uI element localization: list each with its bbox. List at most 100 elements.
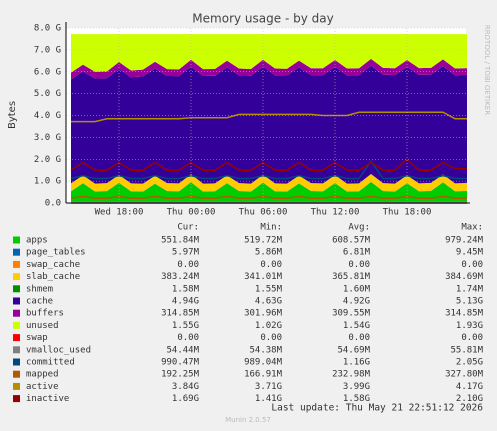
y-tick-label: 4.0 G bbox=[34, 111, 61, 121]
legend-stat: 989.04M bbox=[244, 358, 283, 368]
legend-stat: 1.58G bbox=[343, 394, 370, 404]
legend-stat: 4.94G bbox=[172, 297, 199, 307]
legend-label: swap_cache bbox=[26, 260, 80, 270]
area bbox=[71, 173, 467, 192]
legend-stat: 301.96M bbox=[244, 309, 283, 319]
legend-label: vmalloc_used bbox=[26, 345, 91, 355]
legend-stat: 314.85M bbox=[445, 309, 484, 319]
line bbox=[70, 195, 467, 199]
legend-stat: 0.00 bbox=[260, 333, 282, 343]
area bbox=[71, 34, 467, 73]
legend-stat: 1.16G bbox=[343, 358, 370, 368]
line bbox=[70, 160, 467, 180]
legend-stat: 5.97M bbox=[172, 248, 200, 258]
legend-swatch bbox=[13, 395, 20, 403]
last-update: Last update: Thu May 21 22:51:12 2026 bbox=[271, 403, 483, 414]
side-label: RRDTOOL / TOBI OETIKER bbox=[483, 25, 491, 115]
legend-stat: 608.57M bbox=[332, 236, 371, 246]
legend-swatch bbox=[13, 382, 20, 390]
legend-stat: 1.60M bbox=[343, 284, 371, 294]
legend-stat: 1.55G bbox=[172, 321, 199, 331]
legend-stat: 3.99G bbox=[343, 382, 370, 392]
legend-stat: 4.17G bbox=[456, 382, 483, 392]
legend-header: Min: bbox=[260, 223, 282, 233]
line bbox=[71, 111, 467, 123]
legend-stat: 54.38M bbox=[249, 345, 282, 355]
area bbox=[71, 181, 467, 192]
legend-header: Avg: bbox=[348, 223, 370, 233]
x-tick-label: Thu 18:00 bbox=[383, 208, 432, 218]
legend-swatch bbox=[13, 273, 20, 281]
area bbox=[71, 65, 467, 184]
legend-stat: 519.72M bbox=[244, 236, 283, 246]
legend-header: Max: bbox=[461, 223, 483, 233]
legend-stat: 314.85M bbox=[161, 309, 200, 319]
legend-stat: 1.58M bbox=[172, 284, 200, 294]
legend-stat: 1.02G bbox=[255, 321, 282, 331]
legend-stat: 3.71G bbox=[255, 382, 282, 392]
legend-swatch bbox=[13, 248, 20, 256]
legend-swatch bbox=[13, 346, 20, 354]
y-tick-label: 7.0 G bbox=[34, 45, 61, 55]
legend-stat: 0.00 bbox=[177, 260, 199, 270]
legend-stat: 384.69M bbox=[445, 272, 484, 282]
legend-stat: 341.01M bbox=[244, 272, 283, 282]
legend-stat: 192.25M bbox=[161, 370, 200, 380]
legend-stat: 1.93G bbox=[456, 321, 483, 331]
legend-stat: 3.84G bbox=[172, 382, 199, 392]
legend-stat: 551.84M bbox=[161, 236, 200, 246]
legend-label: shmem bbox=[26, 284, 53, 294]
legend-stat: 55.81M bbox=[450, 345, 483, 355]
y-tick-label: 3.0 G bbox=[34, 133, 61, 143]
x-tick-label: Thu 06:00 bbox=[239, 208, 288, 218]
legend-stat: 979.24M bbox=[445, 236, 484, 246]
legend-label: cache bbox=[26, 297, 53, 307]
legend-swatch bbox=[13, 236, 20, 244]
legend-stat: 54.69M bbox=[337, 345, 370, 355]
legend-label: mapped bbox=[26, 370, 59, 380]
y-axis-label: Bytes bbox=[7, 101, 18, 129]
legend-label: slab_cache bbox=[26, 272, 80, 282]
chart-title: Memory usage - by day bbox=[192, 12, 333, 26]
legend-stat: 9.45M bbox=[456, 248, 484, 258]
legend-label: swap bbox=[26, 333, 48, 343]
legend-stat: 0.00 bbox=[461, 333, 483, 343]
legend-stat: 0.00 bbox=[461, 260, 483, 270]
legend-swatch bbox=[13, 285, 20, 293]
y-tick-label: 5.0 G bbox=[34, 89, 61, 99]
legend-swatch bbox=[13, 297, 20, 305]
legend-stat: 383.24M bbox=[161, 272, 200, 282]
y-tick-label: 2.0 G bbox=[34, 155, 61, 165]
legend-label: unused bbox=[26, 321, 59, 331]
legend-stat: 1.55M bbox=[255, 284, 283, 294]
legend-header: Cur: bbox=[177, 223, 199, 233]
y-tick-label: 1.0 G bbox=[34, 177, 61, 187]
legend-stat: 1.69G bbox=[172, 394, 199, 404]
x-tick-label: Thu 00:00 bbox=[167, 208, 216, 218]
legend-swatch bbox=[13, 321, 20, 329]
legend-stat: 0.00 bbox=[177, 333, 199, 343]
legend-stat: 327.80M bbox=[445, 370, 484, 380]
legend-swatch bbox=[13, 334, 20, 342]
legend-stat: 309.55M bbox=[332, 309, 371, 319]
legend-label: buffers bbox=[26, 309, 64, 319]
x-tick-label: Thu 12:00 bbox=[311, 208, 360, 218]
legend-stat: 4.92G bbox=[343, 297, 370, 307]
legend-stat: 990.47M bbox=[161, 358, 200, 368]
legend-swatch bbox=[13, 358, 20, 366]
legend-stat: 6.81M bbox=[343, 248, 371, 258]
legend-stat: 4.63G bbox=[255, 297, 282, 307]
legend-stat: 365.81M bbox=[332, 272, 371, 282]
legend-swatch bbox=[13, 309, 20, 317]
y-tick-label: 8.0 G bbox=[34, 24, 61, 34]
legend-swatch bbox=[13, 260, 20, 268]
legend-stat: 232.98M bbox=[332, 370, 371, 380]
y-tick-label: 6.0 G bbox=[34, 67, 61, 77]
legend-label: page_tables bbox=[26, 248, 86, 258]
legend-stat: 5.86M bbox=[255, 248, 283, 258]
legend-stat: 5.13G bbox=[456, 297, 483, 307]
legend-label: inactive bbox=[26, 394, 69, 404]
legend-label: active bbox=[26, 382, 59, 392]
x-tick-label: Wed 18:00 bbox=[95, 208, 144, 218]
